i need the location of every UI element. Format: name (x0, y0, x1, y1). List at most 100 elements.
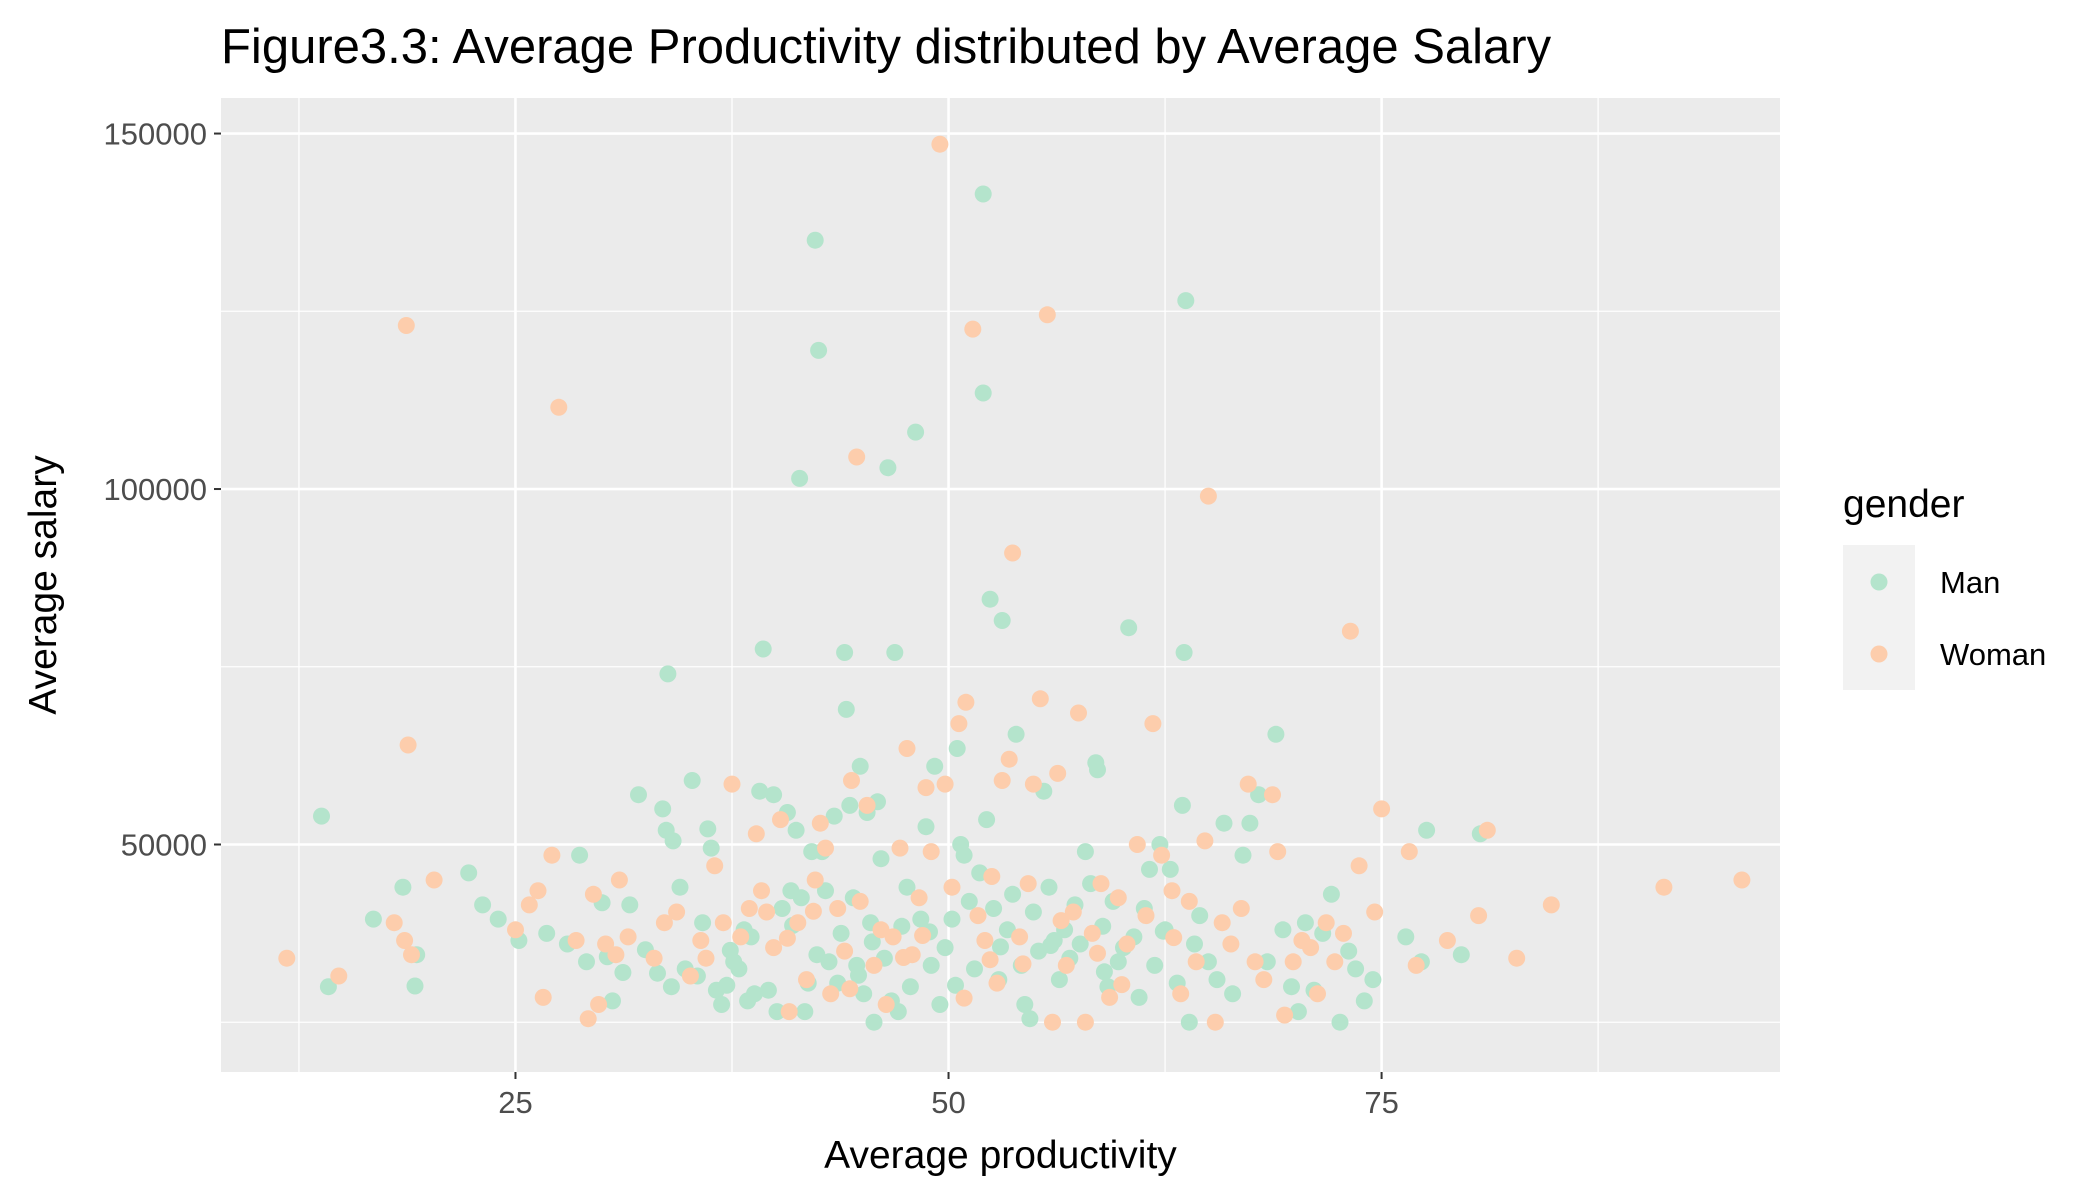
data-point-woman (584, 885, 602, 903)
data-point-man (832, 924, 850, 942)
data-point-man (604, 992, 621, 1010)
data-point-man (1146, 956, 1164, 974)
data-point-man (981, 590, 999, 608)
data-point-man (1076, 843, 1094, 861)
data-point-woman (1011, 928, 1029, 946)
data-point-man (1274, 921, 1292, 939)
data-point-man (1120, 619, 1138, 637)
data-point-woman (1024, 775, 1042, 793)
data-point-man (718, 976, 736, 994)
data-point-man (926, 757, 944, 775)
data-point-man (1452, 946, 1470, 964)
data-point-man (851, 757, 869, 775)
data-point-woman (1000, 750, 1018, 768)
data-point-man (796, 1003, 814, 1021)
data-point-man (907, 423, 925, 441)
data-point-woman (610, 871, 628, 889)
data-point-man (614, 964, 632, 981)
data-point-woman (758, 903, 776, 921)
data-point-woman (1031, 690, 1049, 708)
y-axis-title: Average salary (22, 455, 65, 715)
data-point-woman (403, 946, 420, 964)
data-point-man (1040, 878, 1058, 896)
data-point-woman (914, 927, 932, 944)
data-point-woman (1083, 924, 1101, 942)
data-point-man (683, 772, 701, 789)
data-point-man (1241, 814, 1259, 832)
data-point-woman (1076, 1013, 1094, 1031)
data-point-woman (848, 448, 866, 466)
data-point-man (912, 910, 930, 928)
data-point-man (1418, 821, 1436, 839)
data-point-woman (922, 843, 940, 861)
data-point-man (792, 889, 810, 907)
data-point-woman (645, 949, 663, 967)
data-point-man (787, 821, 805, 839)
data-point-man (837, 700, 855, 718)
data-point-woman (668, 903, 686, 921)
data-point-woman (936, 775, 954, 793)
legend-label-woman: Woman (1940, 637, 2046, 672)
data-point-woman (865, 956, 883, 974)
data-point-woman (988, 974, 1006, 992)
y-axis: 50000 100000 150000 (104, 117, 221, 862)
data-point-woman (1222, 935, 1240, 953)
data-point-man (754, 640, 772, 658)
data-point-woman (706, 857, 724, 875)
data-point-man (1007, 725, 1025, 743)
data-point-man (694, 914, 712, 932)
data-point-woman (891, 839, 909, 857)
legend: gender Man Woman (1843, 483, 2046, 690)
data-point-man (313, 807, 330, 825)
data-point-man (901, 978, 919, 996)
data-point-man (931, 996, 949, 1013)
data-point-man (319, 978, 337, 996)
data-point-woman (1004, 544, 1022, 562)
data-point-man (751, 782, 769, 800)
data-point-woman (1478, 821, 1496, 839)
data-point-woman (697, 949, 715, 967)
data-point-woman (1172, 985, 1190, 1003)
data-point-woman (917, 779, 935, 797)
data-point-woman (851, 892, 869, 910)
data-point-woman (543, 846, 561, 864)
data-point-woman (425, 871, 443, 889)
data-point-man (966, 960, 983, 978)
data-point-woman (714, 914, 732, 932)
data-point-woman (877, 996, 895, 1013)
data-point-man (974, 185, 992, 203)
data-point-man (1289, 1003, 1307, 1021)
data-point-man (1095, 963, 1113, 981)
data-point-man (1234, 846, 1252, 864)
data-point-woman (1153, 846, 1171, 864)
data-point-man (886, 644, 904, 661)
data-point-man (1364, 971, 1382, 989)
data-point-woman (692, 932, 710, 949)
data-point-woman (1733, 871, 1751, 889)
data-point-woman (590, 996, 608, 1013)
data-point-man (721, 941, 739, 959)
data-point-woman (789, 914, 807, 932)
legend-key-background (1843, 545, 1915, 690)
data-point-man (1050, 971, 1068, 989)
data-point-woman (1052, 912, 1070, 930)
data-point-woman (804, 902, 822, 920)
data-point-man (855, 985, 873, 1003)
data-point-woman (1276, 1006, 1294, 1024)
data-point-man (879, 459, 897, 477)
data-point-woman (1246, 953, 1264, 971)
data-point-woman (1239, 775, 1257, 793)
data-point-woman (507, 921, 524, 939)
x-tick-label: 25 (498, 1085, 532, 1120)
data-point-woman (753, 882, 770, 900)
data-point-woman (1206, 1013, 1224, 1031)
y-tick-label: 50000 (121, 827, 207, 862)
x-tick-label: 50 (931, 1085, 965, 1120)
major-gridlines (221, 98, 1780, 1072)
data-point-man (1208, 971, 1226, 989)
data-point-woman (1508, 949, 1526, 967)
data-point-man (836, 644, 854, 661)
data-point-woman (1317, 914, 1335, 932)
data-point-woman (732, 928, 750, 946)
data-point-man (817, 882, 834, 900)
